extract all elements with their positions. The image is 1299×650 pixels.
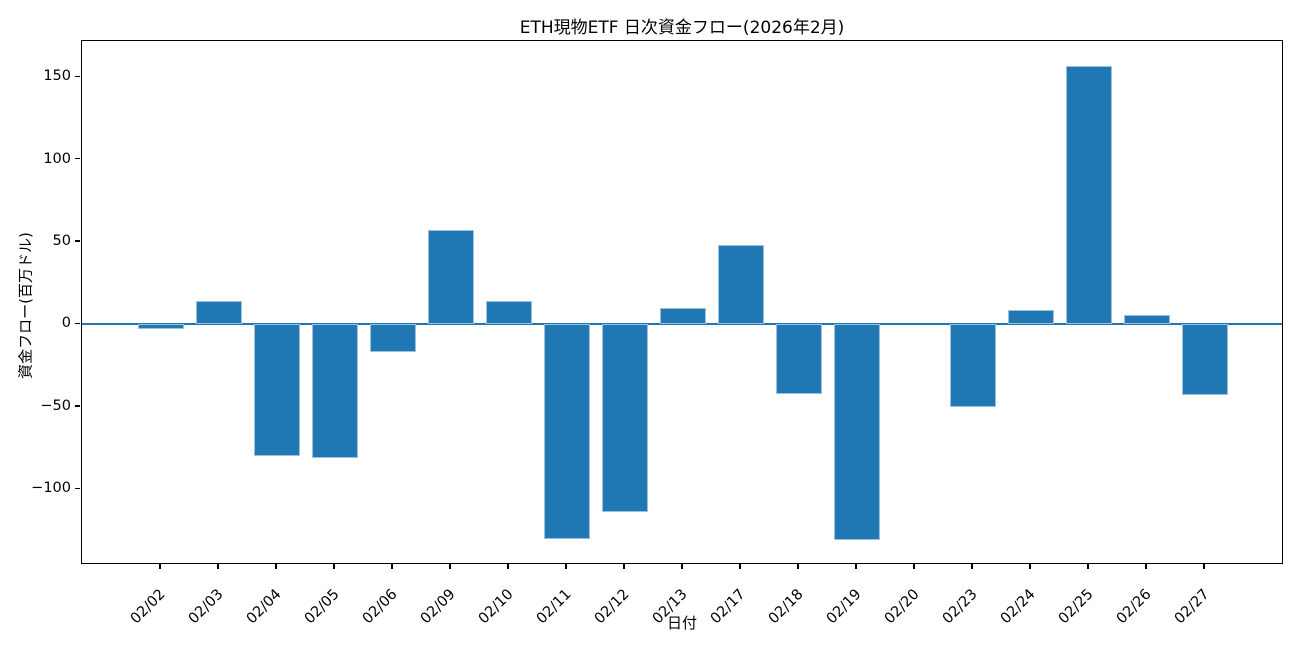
bar-02/13 — [660, 307, 706, 325]
bar-02/12 — [602, 324, 648, 513]
x-tick-mark — [449, 564, 451, 569]
bar-02/26 — [1124, 314, 1170, 325]
x-tick-mark — [565, 564, 567, 569]
bar-02/27 — [1182, 324, 1228, 396]
chart-title: ETH現物ETF 日次資金フロー(2026年2月) — [519, 18, 845, 38]
bar-02/02 — [138, 324, 184, 330]
x-tick-mark — [739, 564, 741, 569]
x-tick-mark — [507, 564, 509, 569]
y-tick-mark — [75, 157, 80, 160]
bar-02/09 — [428, 230, 474, 325]
x-tick-mark — [159, 564, 161, 569]
bar-02/11 — [544, 324, 590, 539]
x-tick-mark — [1145, 564, 1147, 569]
x-tick-mark — [855, 564, 857, 569]
bar-02/17 — [718, 245, 764, 325]
plot-area — [81, 40, 1283, 564]
y-tick-mark — [75, 75, 80, 77]
x-tick-mark — [1087, 564, 1089, 569]
bar-02/19 — [834, 324, 880, 541]
bar-02/25 — [1066, 65, 1112, 325]
bar-02/18 — [776, 324, 822, 394]
x-tick-mark — [971, 564, 973, 569]
y-tick-label: 0 — [61, 315, 71, 332]
zero-value-line — [82, 323, 1282, 326]
bar-02/03 — [196, 301, 242, 325]
bar-02/05 — [312, 324, 358, 458]
x-tick-mark — [217, 564, 219, 569]
x-tick-mark — [1203, 564, 1205, 569]
bar-02/24 — [1008, 309, 1054, 325]
x-tick-mark — [275, 564, 277, 569]
bar-02/06 — [370, 324, 416, 353]
y-tick-label: 100 — [43, 150, 71, 167]
y-tick-label: 150 — [43, 68, 71, 85]
x-tick-mark — [681, 564, 683, 569]
y-tick-label: −50 — [40, 397, 71, 414]
x-tick-mark — [797, 564, 799, 569]
x-tick-mark — [333, 564, 335, 569]
y-tick-mark — [75, 322, 80, 325]
x-tick-mark — [1029, 564, 1031, 569]
y-tick-mark — [75, 487, 80, 489]
x-tick-mark — [391, 564, 393, 569]
x-tick-mark — [623, 564, 625, 569]
bar-02/10 — [486, 301, 532, 325]
y-tick-label: 50 — [52, 233, 71, 250]
y-tick-mark — [75, 405, 80, 407]
x-axis-label: 日付 — [666, 614, 697, 632]
y-tick-label: −100 — [31, 480, 71, 497]
x-tick-mark — [913, 564, 915, 569]
bar-02/23 — [950, 324, 996, 407]
y-tick-mark — [75, 240, 80, 242]
bar-02/04 — [254, 324, 300, 457]
